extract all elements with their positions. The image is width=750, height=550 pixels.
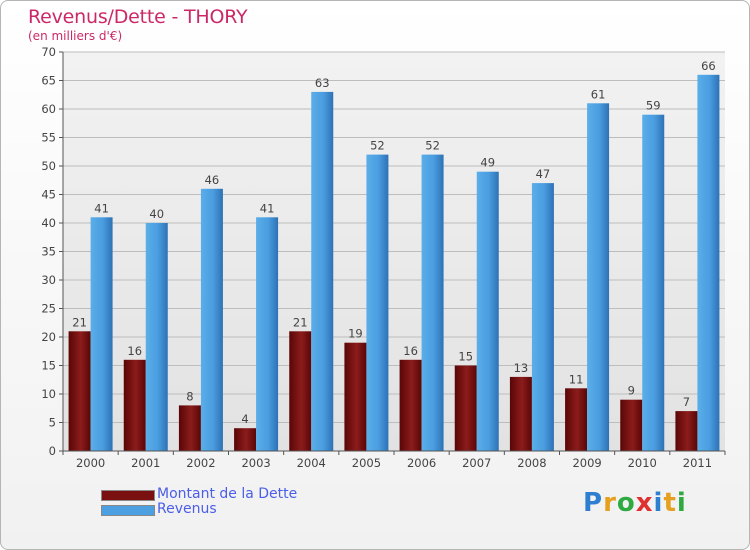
data-label-revenus-2004: 63 — [315, 76, 330, 90]
bar-dette-2007 — [454, 365, 477, 451]
bar-revenus-2008 — [531, 183, 554, 451]
y-tick-label: 30 — [41, 273, 56, 287]
y-tick-label: 10 — [41, 387, 56, 401]
x-tick-label: 2005 — [352, 456, 381, 470]
x-tick-label: 2004 — [297, 456, 326, 470]
y-tick-label: 25 — [41, 302, 56, 316]
logo-letter: o — [616, 488, 636, 518]
data-label-revenus-2010: 59 — [646, 99, 661, 113]
data-label-revenus-2002: 46 — [205, 173, 220, 187]
data-label-dette-2003: 4 — [241, 412, 248, 426]
data-label-dette-2009: 11 — [569, 372, 584, 386]
x-tick-label: 2007 — [462, 456, 491, 470]
x-axis: 2000 2001 2002 2003 2004 2005 2006 2007 2008 2009… — [62, 450, 726, 470]
x-tick-label: 2006 — [407, 456, 436, 470]
y-tick-label: 5 — [49, 416, 56, 430]
x-tick-label: 2008 — [517, 456, 546, 470]
y-tick-label: 50 — [41, 159, 56, 173]
proxiti-logo: Proxiti — [583, 488, 687, 518]
y-tick-label: 40 — [41, 216, 56, 230]
y-tick-label: 55 — [41, 131, 56, 145]
y-tick-label: 65 — [41, 74, 56, 88]
chart-title: Revenus/Dette - THORY — [28, 6, 248, 28]
x-tick-label: 2003 — [241, 456, 270, 470]
data-labels: 21 41 16 40 8 46 4 41 21 63 19 52 16 52 15 49 13 47 11 61 9 5… — [72, 59, 715, 426]
data-label-revenus-2007: 49 — [480, 156, 495, 170]
bar-revenus-2005 — [366, 154, 389, 451]
data-label-revenus-2008: 47 — [536, 167, 551, 181]
x-tick-label: 2011 — [683, 456, 712, 470]
legend-label-revenus: Revenus — [157, 501, 217, 517]
bar-revenus-2006 — [421, 154, 444, 451]
y-tick-label: 0 — [49, 444, 56, 458]
x-tick-label: 2000 — [76, 456, 105, 470]
data-label-revenus-2000: 41 — [94, 201, 109, 215]
x-tick-label: 2009 — [572, 456, 601, 470]
bar-revenus-2007 — [476, 171, 499, 451]
bar-dette-2000 — [68, 331, 91, 451]
bar-chart: 21 41 16 40 8 46 4 41 21 63 19 52 16 52 15 49 13 47 11 61 9 5… — [41, 45, 726, 470]
y-tick-label: 15 — [41, 359, 56, 373]
bar-dette-2006 — [399, 359, 422, 451]
bar-dette-2004 — [289, 331, 312, 451]
grid-lines — [63, 51, 725, 423]
data-label-revenus-2001: 40 — [149, 207, 164, 221]
legend-swatch-revenus — [101, 505, 155, 516]
chart-subtitle: (en milliers d'€) — [28, 29, 123, 43]
bar-revenus-2001 — [145, 223, 168, 451]
x-tick-label: 2010 — [628, 456, 657, 470]
y-axis: 0 5 10 15 20 25 30 35 40 45 50 55 60 65 70 — [41, 45, 64, 458]
bar-dette-2005 — [344, 342, 367, 451]
data-label-dette-2001: 16 — [127, 344, 142, 358]
x-tick-label: 2001 — [131, 456, 160, 470]
legend-swatch-dette — [101, 490, 155, 501]
bar-revenus-2004 — [311, 91, 334, 452]
bar-revenus-2003 — [256, 217, 279, 451]
bar-dette-2011 — [675, 411, 698, 451]
bar-dette-2010 — [620, 399, 643, 451]
bar-dette-2009 — [565, 388, 588, 451]
y-tick-label: 35 — [41, 245, 56, 259]
x-tick-label: 2002 — [186, 456, 215, 470]
logo-letter: t — [663, 488, 677, 518]
logo-letter: x — [635, 488, 654, 518]
bar-dette-2002 — [178, 405, 201, 451]
bars — [68, 74, 720, 452]
data-label-revenus-2011: 66 — [701, 59, 716, 73]
y-tick-label: 70 — [41, 45, 56, 59]
y-tick-label: 20 — [41, 330, 56, 344]
bar-revenus-2011 — [697, 74, 720, 452]
data-label-revenus-2009: 61 — [591, 87, 606, 101]
data-label-dette-2011: 7 — [683, 395, 690, 409]
logo-letter: i — [653, 488, 664, 518]
logo-letter: i — [676, 488, 687, 518]
data-label-revenus-2005: 52 — [370, 139, 385, 153]
bar-dette-2003 — [234, 428, 257, 451]
bar-revenus-2010 — [642, 114, 665, 451]
y-tick-label: 60 — [41, 102, 56, 116]
data-label-dette-2010: 9 — [628, 384, 635, 398]
data-label-dette-2007: 15 — [458, 350, 473, 364]
bar-dette-2008 — [509, 376, 532, 451]
data-label-dette-2008: 13 — [514, 361, 529, 375]
bar-revenus-2009 — [587, 103, 610, 452]
logo-letter: r — [603, 488, 617, 518]
data-label-dette-2005: 19 — [348, 327, 363, 341]
y-tick-label: 45 — [41, 188, 56, 202]
data-label-dette-2006: 16 — [403, 344, 418, 358]
bar-dette-2001 — [123, 359, 146, 451]
data-label-revenus-2003: 41 — [260, 201, 275, 215]
data-label-dette-2000: 21 — [72, 315, 87, 329]
legend-label-dette: Montant de la Dette — [157, 486, 298, 502]
data-label-dette-2004: 21 — [293, 315, 308, 329]
bar-revenus-2000 — [90, 217, 113, 451]
data-label-revenus-2006: 52 — [425, 139, 440, 153]
bar-revenus-2002 — [200, 188, 223, 452]
logo-letter: P — [583, 488, 604, 518]
data-label-dette-2002: 8 — [186, 389, 193, 403]
